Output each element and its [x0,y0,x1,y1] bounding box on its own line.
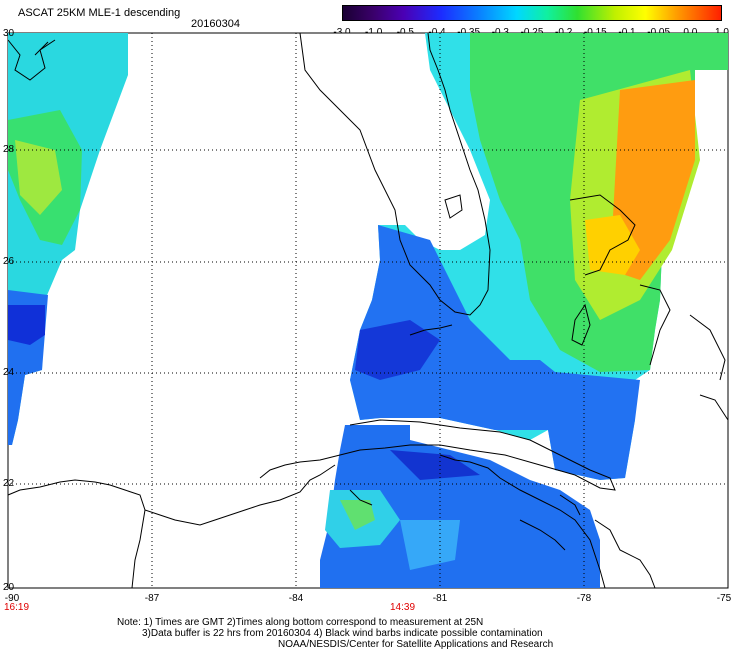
note-line-1: Note: 1) Times are GMT 2)Times along bot… [117,617,484,628]
time-mark-left: 16:19 [4,602,30,613]
time-mark-middle: 14:39 [390,602,416,613]
wind-data-swath-west [8,33,128,445]
coastlines [7,32,729,589]
lon-label-75: -75 [716,593,732,604]
lon-label-90: -90 [4,593,20,604]
lat-label-30: 30 [3,28,15,39]
note-line-2: 3)Data buffer is 22 hrs from 20160304 4)… [142,628,543,639]
lon-label-84: -84 [288,593,304,604]
map-date: 20160304 [191,18,240,30]
colorbar [342,5,722,21]
lat-label-28: 28 [3,144,15,155]
lat-label-20: 20 [3,582,15,593]
lat-label-26: 26 [3,256,15,267]
map-title: ASCAT 25KM MLE-1 descending [18,7,181,19]
lat-label-22: 22 [3,478,15,489]
lon-label-87: -87 [144,593,160,604]
lat-label-24: 24 [3,367,15,378]
lon-label-81: -81 [432,593,448,604]
note-line-3: NOAA/NESDIS/Center for Satellite Applica… [278,639,554,650]
wind-data-swath-caribbean [320,425,600,588]
wind-data-swath-east [350,33,728,480]
lon-label-78: -78 [576,593,592,604]
